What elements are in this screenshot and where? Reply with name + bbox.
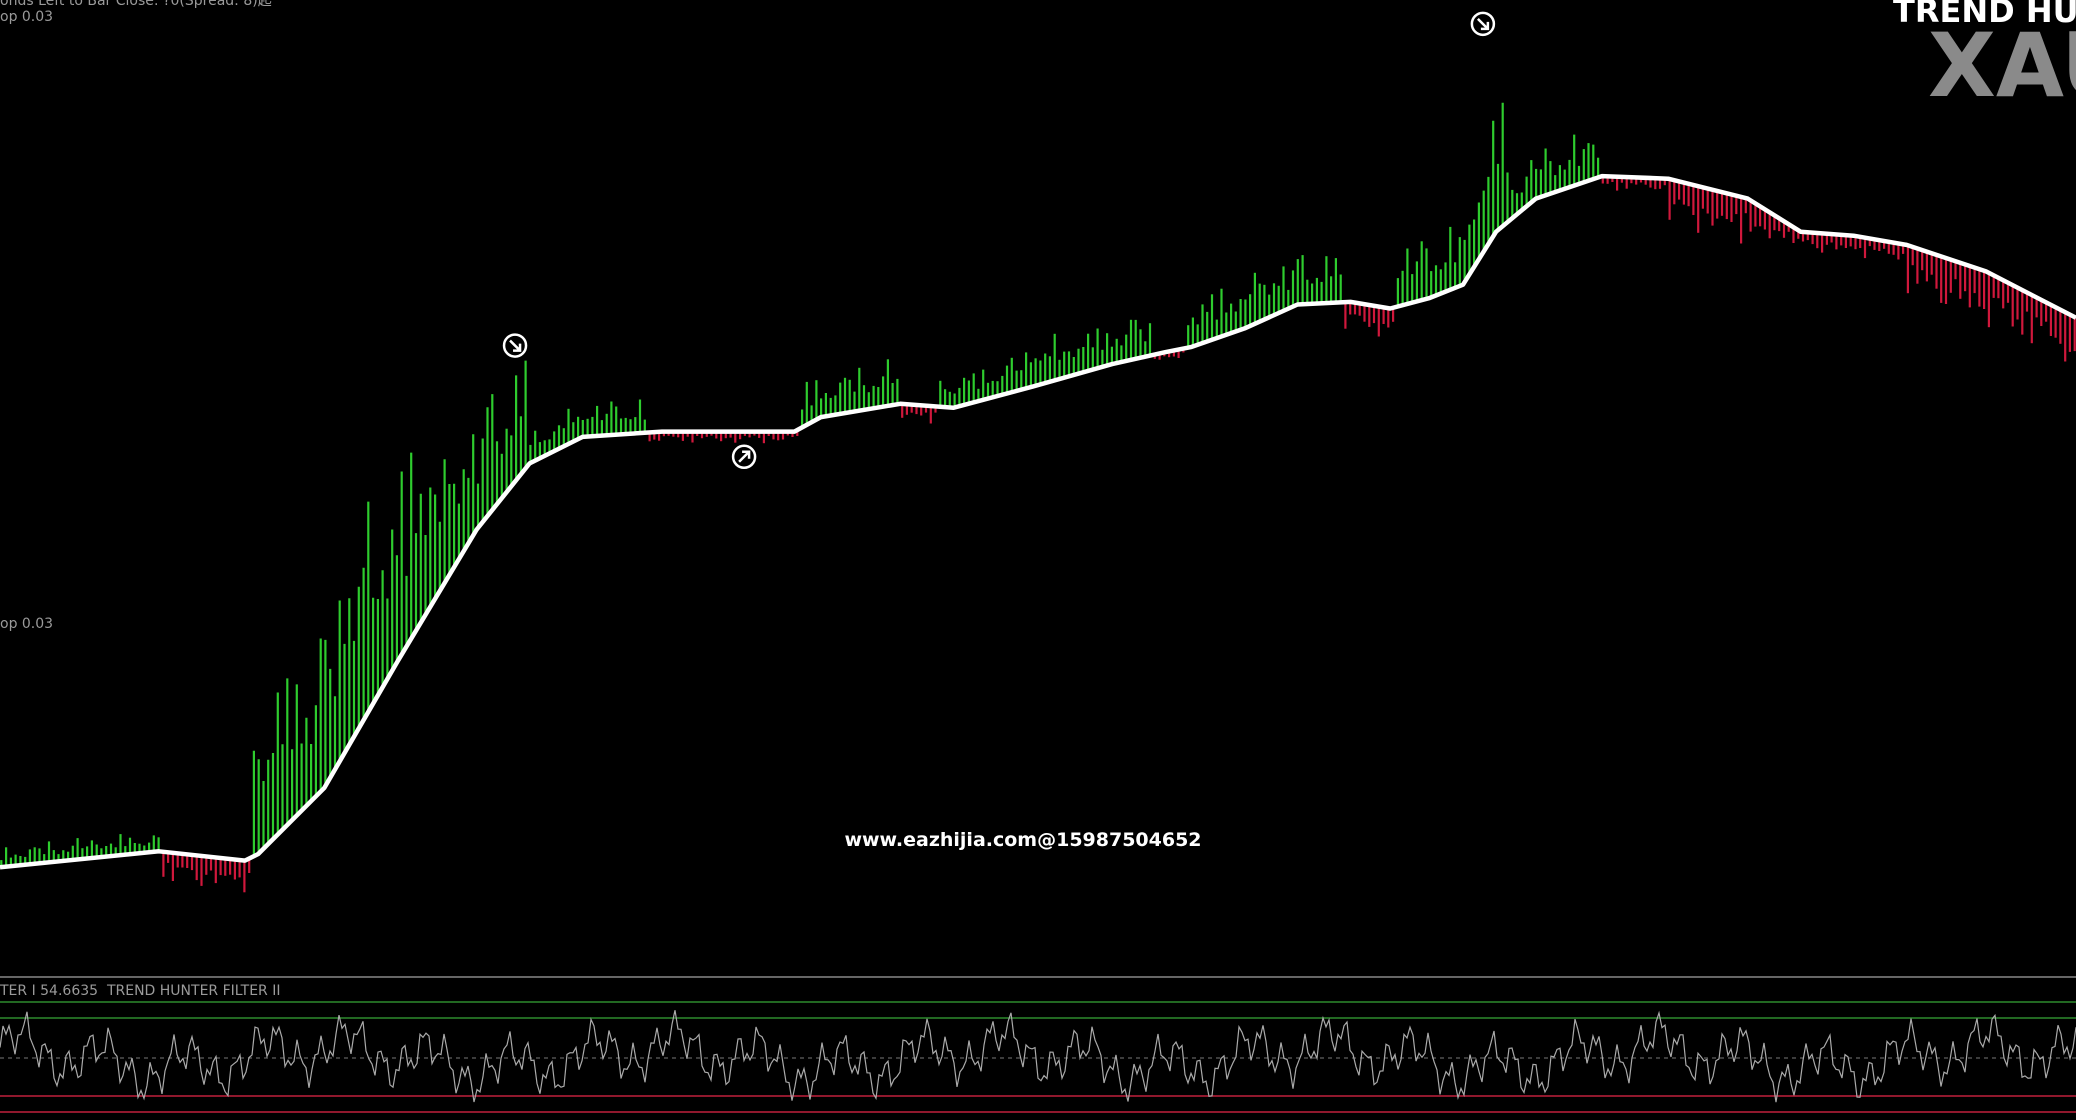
countdown: onds Left to Bar Close: ?0(Spread: 8)起 (0, 0, 272, 9)
signal-arrow-head (509, 339, 522, 352)
moving-average (0, 173, 2076, 870)
histogram (0, 102, 2076, 893)
stop-label: op 0.03 (0, 616, 53, 632)
signal-arrow (1470, 11, 1496, 37)
signal-arrow (731, 444, 757, 470)
signal-arrows (502, 11, 1496, 470)
signal-arrow-head (1476, 17, 1490, 31)
watermark: www.eazhijia.com@15987504652 (844, 829, 1201, 851)
indicator-label: TER I 54.6635 TREND HUNTER FILTER II (0, 983, 281, 999)
brand: TREND HU (1893, 0, 2076, 30)
oscillator (0, 1010, 2076, 1103)
stop-label: op 0.03 (0, 9, 53, 25)
symbol: XAU (1928, 14, 2076, 117)
signal-arrow (502, 333, 528, 358)
signal-arrow-head (738, 450, 751, 463)
